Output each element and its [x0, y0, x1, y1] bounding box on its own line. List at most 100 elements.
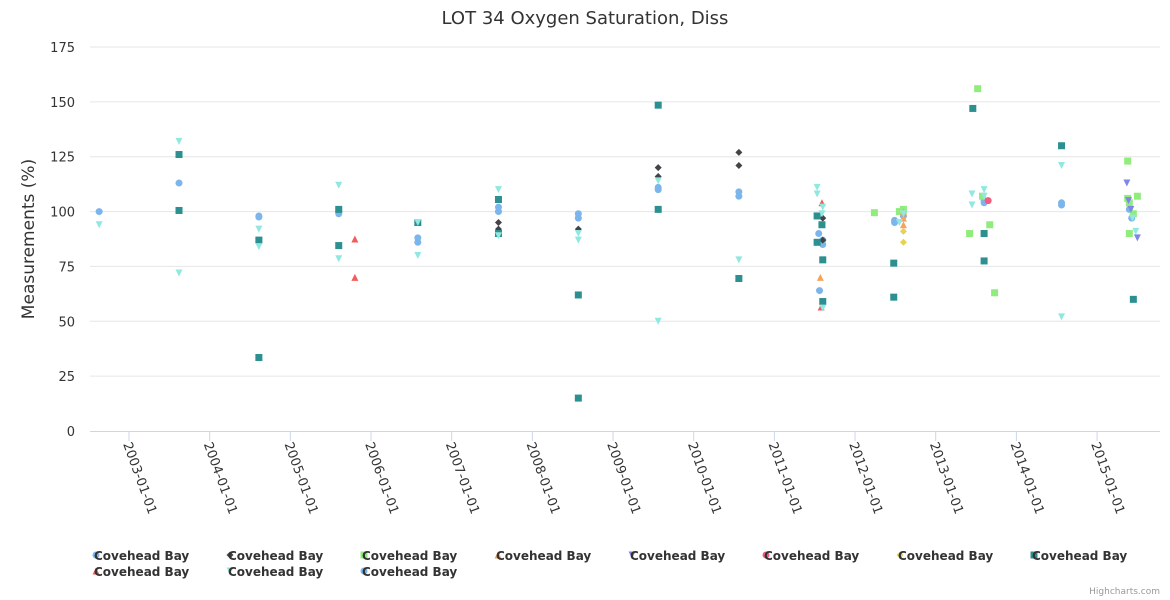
legend-label[interactable]: Covehead Bay	[630, 549, 725, 563]
legend-label[interactable]: Covehead Bay	[228, 549, 323, 563]
data-point[interactable]	[813, 238, 821, 246]
data-point[interactable]	[1058, 161, 1066, 169]
data-point[interactable]	[175, 151, 183, 159]
data-point[interactable]	[813, 183, 821, 191]
legend-symbol-icon[interactable]	[360, 551, 368, 559]
data-point[interactable]	[255, 353, 263, 361]
data-point[interactable]	[819, 256, 827, 264]
data-point[interactable]	[1133, 192, 1141, 200]
data-point[interactable]	[1058, 313, 1066, 321]
legend-label[interactable]: Covehead Bay	[228, 565, 323, 579]
data-point[interactable]	[735, 274, 743, 282]
data-point[interactable]	[816, 287, 824, 295]
data-point[interactable]	[735, 148, 743, 156]
data-point[interactable]	[899, 238, 907, 246]
data-point[interactable]	[1127, 205, 1135, 213]
data-point[interactable]	[895, 208, 903, 216]
data-point[interactable]	[813, 212, 821, 220]
data-point[interactable]	[980, 230, 988, 238]
legend-item[interactable]: Covehead Bay	[92, 549, 190, 563]
data-point[interactable]	[818, 210, 826, 218]
data-point[interactable]	[351, 235, 359, 243]
data-point[interactable]	[574, 230, 582, 238]
data-point[interactable]	[819, 304, 827, 312]
data-point[interactable]	[815, 230, 823, 238]
legend-item[interactable]: Covehead Bay	[360, 565, 458, 579]
data-point[interactable]	[899, 227, 907, 235]
data-point[interactable]	[1125, 197, 1133, 205]
legend-symbol-icon[interactable]	[762, 551, 770, 559]
legend-label[interactable]: Covehead Bay	[898, 549, 993, 563]
data-point[interactable]	[654, 183, 662, 191]
legend-item[interactable]: Covehead Bay	[628, 549, 726, 563]
legend-label[interactable]: Covehead Bay	[764, 549, 859, 563]
legend-label[interactable]: Covehead Bay	[362, 549, 457, 563]
data-point[interactable]	[816, 273, 824, 281]
data-point[interactable]	[1133, 234, 1141, 242]
legend-item[interactable]: Covehead Bay	[896, 549, 994, 563]
legend-symbol-icon[interactable]	[494, 551, 502, 559]
data-point[interactable]	[175, 179, 183, 187]
data-point[interactable]	[654, 164, 662, 172]
data-point[interactable]	[735, 192, 743, 200]
data-point[interactable]	[175, 137, 183, 145]
legend-item[interactable]: Covehead Bay	[92, 565, 190, 579]
data-point[interactable]	[654, 177, 662, 185]
data-point[interactable]	[1123, 179, 1131, 187]
data-point[interactable]	[968, 190, 976, 198]
data-point[interactable]	[1124, 157, 1132, 165]
data-point[interactable]	[494, 208, 502, 216]
legend-item[interactable]: Covehead Bay	[494, 549, 592, 563]
data-point[interactable]	[1058, 142, 1066, 150]
data-point[interactable]	[494, 219, 502, 227]
data-point[interactable]	[980, 192, 988, 200]
legend-symbol-icon[interactable]	[1030, 551, 1038, 559]
data-point[interactable]	[335, 181, 343, 189]
legend-symbol-icon[interactable]	[92, 567, 100, 575]
data-point[interactable]	[1129, 295, 1137, 303]
data-point[interactable]	[980, 186, 988, 194]
data-point[interactable]	[95, 208, 103, 216]
data-point[interactable]	[574, 394, 582, 402]
legend-item[interactable]: Covehead Bay	[1030, 549, 1128, 563]
legend-symbol-icon[interactable]	[360, 567, 368, 575]
data-point[interactable]	[818, 221, 826, 229]
data-point[interactable]	[175, 269, 183, 277]
data-point[interactable]	[175, 206, 183, 214]
data-point[interactable]	[870, 209, 878, 217]
legend-label[interactable]: Covehead Bay	[94, 565, 189, 579]
data-point[interactable]	[574, 214, 582, 222]
data-point[interactable]	[819, 298, 827, 306]
data-point[interactable]	[351, 273, 359, 281]
legend-label[interactable]: Covehead Bay	[496, 549, 591, 563]
data-point[interactable]	[255, 236, 263, 244]
data-point[interactable]	[95, 221, 103, 229]
data-point[interactable]	[974, 85, 982, 93]
credits-link[interactable]: Highcharts.com	[1089, 587, 1160, 597]
data-point[interactable]	[984, 197, 992, 205]
data-point[interactable]	[813, 190, 821, 198]
data-point[interactable]	[574, 236, 582, 244]
legend-item[interactable]: Covehead Bay	[226, 549, 324, 563]
legend-symbol-icon[interactable]	[628, 551, 636, 559]
data-point[interactable]	[654, 101, 662, 109]
legend-symbol-icon[interactable]	[226, 567, 234, 575]
legend-symbol-icon[interactable]	[92, 551, 100, 559]
data-point[interactable]	[969, 104, 977, 112]
data-point[interactable]	[494, 186, 502, 194]
legend-symbol-icon[interactable]	[896, 551, 904, 559]
data-point[interactable]	[574, 291, 582, 299]
data-point[interactable]	[735, 161, 743, 169]
data-point[interactable]	[819, 236, 827, 244]
data-point[interactable]	[968, 201, 976, 209]
data-point[interactable]	[494, 232, 502, 240]
data-point[interactable]	[899, 221, 907, 229]
data-point[interactable]	[895, 219, 903, 227]
data-point[interactable]	[991, 289, 999, 297]
data-point[interactable]	[255, 243, 263, 251]
data-point[interactable]	[255, 213, 263, 221]
data-point[interactable]	[980, 257, 988, 265]
data-point[interactable]	[414, 238, 422, 246]
data-point[interactable]	[890, 259, 898, 267]
data-point[interactable]	[414, 219, 422, 227]
